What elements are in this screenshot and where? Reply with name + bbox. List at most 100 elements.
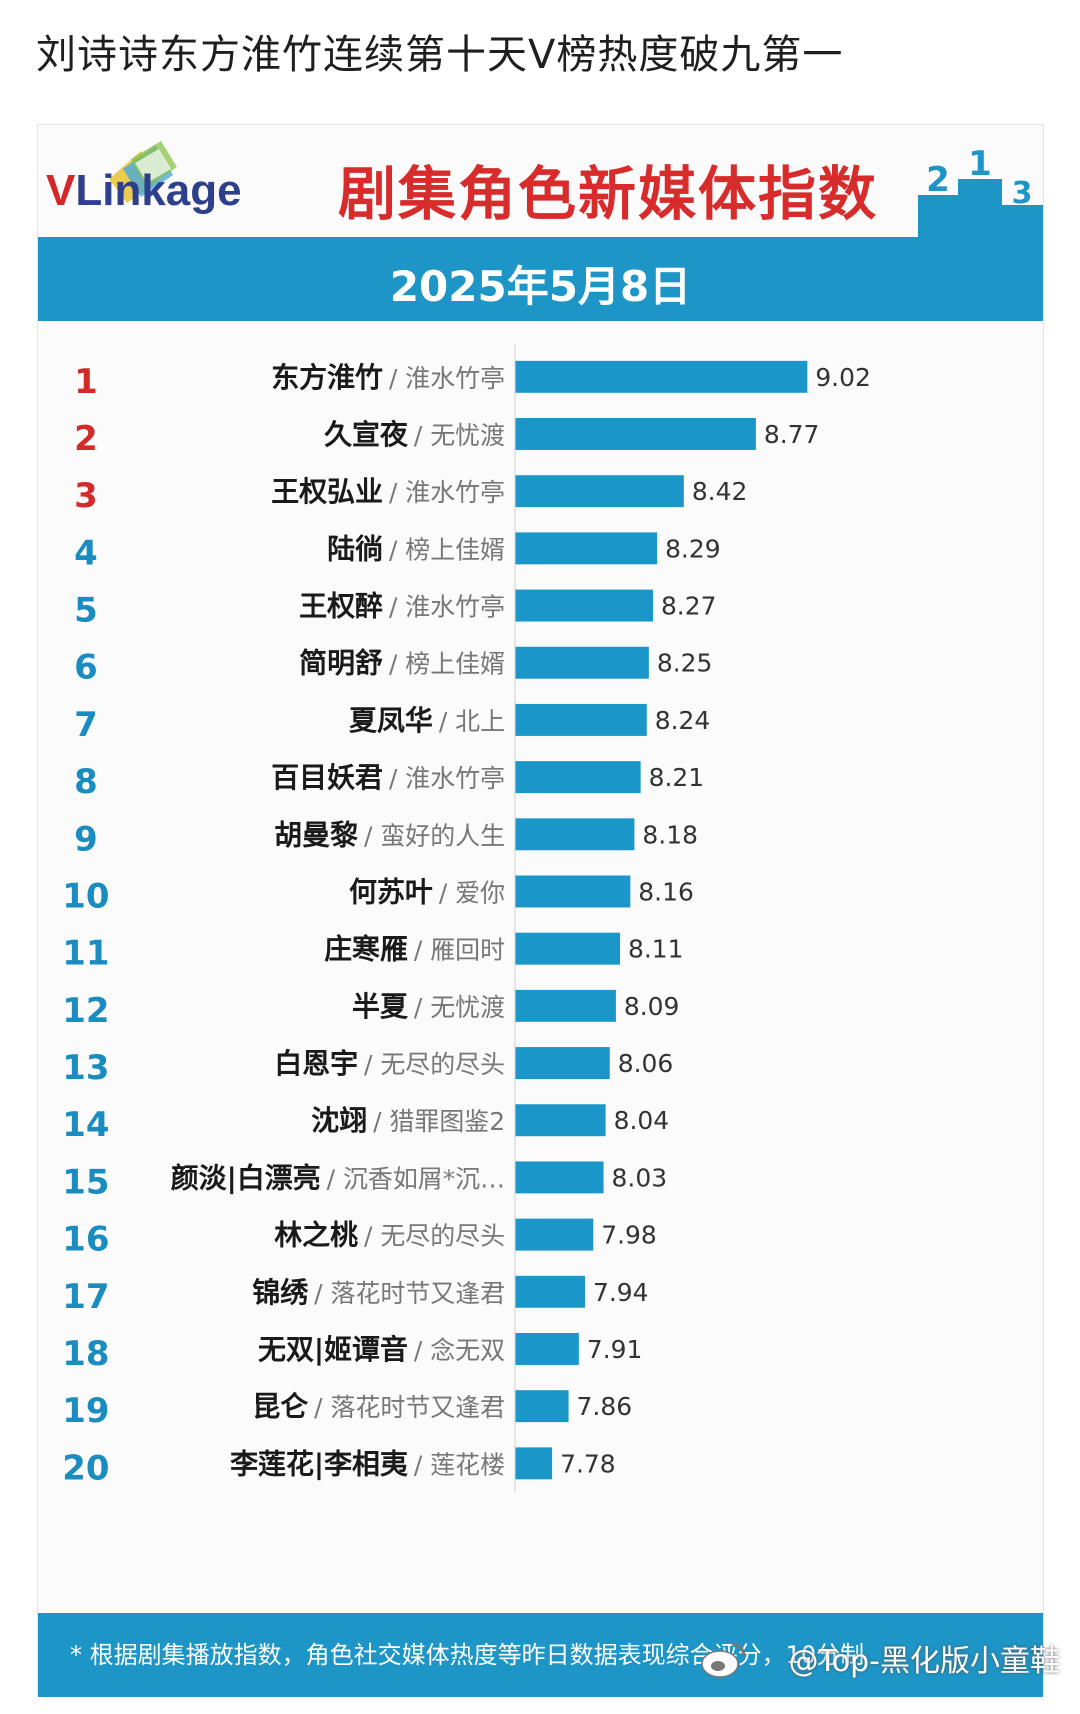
bar xyxy=(515,1275,586,1308)
role-name: 夏凤华 xyxy=(349,704,433,737)
role-name: 陆徜 xyxy=(327,532,383,565)
role-name: 李莲花|李相夷 xyxy=(230,1447,408,1480)
rank-label: 7 xyxy=(74,706,98,745)
drama-name: / 淮水竹亭 xyxy=(389,364,505,393)
value-label: 7.98 xyxy=(601,1221,657,1250)
bar xyxy=(515,1047,610,1080)
row-label: 昆仑 / 落花时节又逢君 xyxy=(252,1390,505,1423)
rank-label: 6 xyxy=(74,649,98,688)
value-label: 8.24 xyxy=(655,706,711,735)
drama-name: / 莲花楼 xyxy=(414,1450,505,1479)
role-name: 王权醉 xyxy=(299,590,383,623)
role-name: 庄寒雁 xyxy=(324,933,408,966)
drama-name: / 落花时节又逢君 xyxy=(314,1279,505,1308)
role-name: 久宣夜 xyxy=(324,418,409,451)
svg-text:1: 1 xyxy=(968,144,992,184)
svg-text:2: 2 xyxy=(926,160,950,200)
chart-date: 2025年5月8日 xyxy=(389,262,692,311)
drama-name: / 榜上佳婿 xyxy=(389,535,505,564)
value-label: 8.03 xyxy=(612,1163,668,1192)
value-label: 8.11 xyxy=(628,935,684,964)
drama-name: / 蛮好的人生 xyxy=(364,821,505,850)
value-label: 7.86 xyxy=(577,1392,633,1421)
drama-name: / 念无双 xyxy=(414,1336,505,1365)
role-name: 林之桃 xyxy=(274,1219,358,1252)
value-label: 7.94 xyxy=(593,1278,649,1307)
drama-name: / 淮水竹亭 xyxy=(389,478,505,507)
row-label: 简明舒 / 榜上佳婿 xyxy=(299,647,505,680)
rank-label: 4 xyxy=(74,534,98,573)
role-name: 胡曼黎 xyxy=(274,818,358,851)
drama-name: / 沉香如屑*沉… xyxy=(327,1164,505,1193)
row-label: 庄寒雁 / 雁回时 xyxy=(324,933,505,966)
logo-v: V xyxy=(46,166,76,215)
podium-icon: 2 1 3 xyxy=(918,144,1043,237)
drama-name: / 爱你 xyxy=(439,878,505,907)
row-label: 胡曼黎 / 蛮好的人生 xyxy=(274,818,505,851)
role-name: 简明舒 xyxy=(299,647,383,680)
drama-name: / 淮水竹亭 xyxy=(389,764,505,793)
bar xyxy=(515,703,647,736)
rank-label: 20 xyxy=(62,1449,109,1488)
rank-label: 9 xyxy=(74,820,98,859)
bar-chart: 1 东方淮竹 / 淮水竹亭 9.022 久宣夜 / 无忧渡 8.773 王权弘业 / 淮水竹亭 8… xyxy=(62,344,871,1492)
weibo-icon xyxy=(701,1642,746,1678)
row-label: 白恩宇 / 无尽的尽头 xyxy=(274,1047,505,1080)
row-label: 久宣夜 / 无忧渡 xyxy=(324,418,505,451)
bar xyxy=(515,360,808,393)
rank-label: 12 xyxy=(62,992,109,1031)
value-label: 8.29 xyxy=(665,534,721,563)
value-label: 9.02 xyxy=(815,363,871,392)
bar xyxy=(515,818,635,851)
role-name: 沈翊 xyxy=(311,1104,367,1137)
role-name: 百目妖君 xyxy=(271,761,383,794)
rank-label: 1 xyxy=(74,363,98,402)
role-name: 王权弘业 xyxy=(271,475,383,508)
row-label: 颜淡|白漂亮 / 沉香如屑*沉… xyxy=(171,1161,505,1194)
vlinkage-logo-icon xyxy=(109,141,177,203)
value-label: 7.91 xyxy=(587,1335,643,1364)
row-label: 夏凤华 / 北上 xyxy=(349,704,505,737)
bar xyxy=(515,418,756,450)
bar xyxy=(515,646,649,679)
role-name: 昆仑 xyxy=(252,1390,308,1423)
row-label: 陆徜 / 榜上佳婿 xyxy=(327,532,505,565)
bar xyxy=(515,589,653,622)
row-label: 半夏 / 无忧渡 xyxy=(352,990,505,1023)
bar xyxy=(515,532,658,565)
rank-label: 16 xyxy=(62,1221,109,1260)
rank-label: 14 xyxy=(62,1106,109,1145)
value-label: 8.16 xyxy=(638,877,694,906)
bar xyxy=(515,1447,553,1480)
bar xyxy=(515,989,616,1022)
drama-name: / 无尽的尽头 xyxy=(364,1050,505,1079)
drama-name: / 北上 xyxy=(439,707,505,736)
row-label: 何苏叶 / 爱你 xyxy=(349,875,505,908)
rank-label: 8 xyxy=(74,763,98,802)
bar xyxy=(515,875,631,908)
drama-name: / 无忧渡 xyxy=(414,993,505,1022)
vlinkage-logo-text: VLinkage xyxy=(46,166,242,216)
bar xyxy=(515,475,684,508)
role-name: 锦绣 xyxy=(252,1276,308,1309)
drama-name: / 雁回时 xyxy=(414,936,505,965)
rank-label: 13 xyxy=(62,1049,109,1088)
drama-name: / 榜上佳婿 xyxy=(389,650,505,679)
date-banner: 2025年5月8日 xyxy=(38,237,1043,321)
svg-text:3: 3 xyxy=(1012,176,1033,211)
row-label: 锦绣 / 落花时节又逢君 xyxy=(252,1276,505,1309)
value-label: 7.78 xyxy=(560,1449,616,1478)
drama-name: / 猎罪图鉴2 xyxy=(373,1107,505,1136)
chart-title: 剧集角色新媒体指数 xyxy=(338,160,879,228)
row-label: 王权弘业 / 淮水竹亭 xyxy=(271,475,505,508)
rank-label: 3 xyxy=(74,477,98,516)
rank-label: 18 xyxy=(62,1335,109,1374)
row-label: 李莲花|李相夷 / 莲花楼 xyxy=(230,1447,505,1480)
rank-label: 10 xyxy=(62,877,109,916)
value-label: 8.04 xyxy=(614,1106,670,1135)
value-label: 8.06 xyxy=(618,1049,674,1078)
role-name: 无双|姬谭音 xyxy=(258,1333,408,1366)
row-label: 林之桃 / 无尽的尽头 xyxy=(274,1219,505,1252)
post-title: 刘诗诗东方淮竹连续第十天Ⅴ榜热度破九第一 xyxy=(36,32,844,78)
bar xyxy=(515,1333,579,1365)
